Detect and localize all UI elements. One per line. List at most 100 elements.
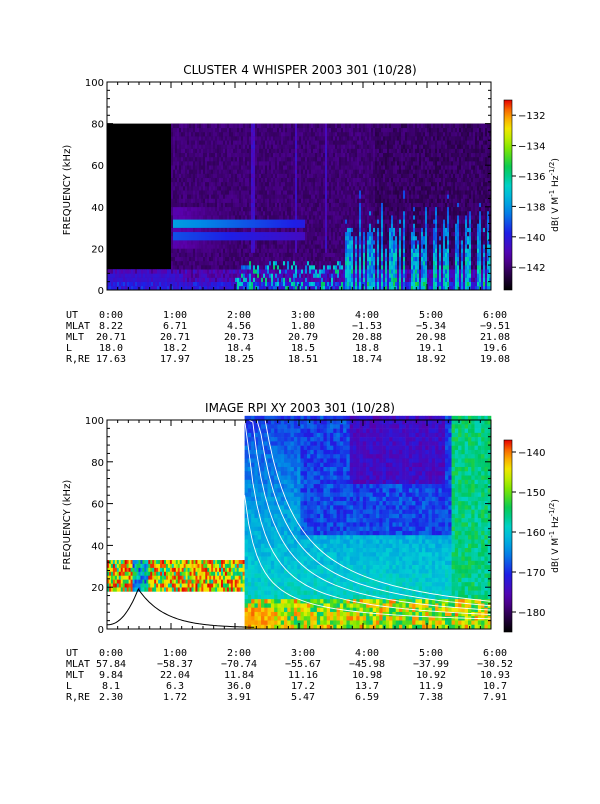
spectrogram-cell [213,123,216,129]
spectrogram-cell [291,161,294,166]
spectrogram-cell [243,227,246,233]
spectrogram-cell [411,240,414,245]
spectrogram-cell [319,156,322,162]
spectrogram-cell [385,131,388,137]
spectrogram-cell [403,194,406,199]
spectrogram-cell [387,190,390,195]
spectrogram-cell [343,169,346,174]
spectrogram-cell [287,165,290,170]
spectrogram-cell [233,161,236,166]
spectrogram-cell [297,186,300,191]
spectrogram-cell [271,194,274,199]
spectrogram-cell [217,248,220,253]
spectrogram-cell [407,227,410,233]
spectrogram-cell [281,223,284,228]
spectrogram-cell [407,144,410,149]
spectrogram-cell [209,265,212,270]
spectrogram-cell [315,173,318,178]
spectrogram-cell [389,223,392,228]
spectrogram-cell [327,156,330,162]
spectrogram-cell [297,181,300,187]
spectrogram-cell [219,269,222,274]
spectrogram-cell [309,140,312,145]
spectrogram-cell [269,265,272,270]
spectrogram-cell [393,202,396,208]
spectrogram-cell [201,156,204,162]
spectrogram-cell [267,215,270,220]
spectrogram-cell [307,152,310,158]
spectrogram-cell [355,127,358,133]
spectrogram-cell [327,198,330,203]
spectrogram-cell [381,127,384,133]
spectrogram-cell [319,244,322,249]
spectrogram-cell [391,206,394,212]
spectrogram-cell [335,277,338,282]
spectrogram-cell [397,269,400,274]
spectrogram-cell [313,190,316,195]
spectrogram-cell [233,198,236,203]
spectrogram-cell [283,181,286,187]
spectrogram-cell [187,202,190,208]
spectrogram-cell [275,152,278,158]
spectrogram-cell [233,194,236,199]
spectrogram-cell [397,273,400,278]
spectrogram-cell [229,281,232,287]
spectrogram-cell [331,223,334,228]
spectrogram-cell [171,285,174,291]
spectrogram-cell [265,235,268,241]
spectrogram-cell [173,169,176,174]
spectrogram-cell [359,269,362,274]
spectrogram-cell [171,173,174,178]
spectrogram-cell [337,136,340,141]
spectrogram-cell [357,169,360,174]
spectrogram-cell [349,148,352,154]
spectrogram-cell [325,202,328,208]
spectrogram-cell [261,152,264,158]
spectrogram-cell [329,252,332,258]
spectrogram-cell [107,285,110,291]
spectrogram-cell [209,223,212,228]
spectrogram-cell [221,131,224,137]
spectrogram-cell [365,248,368,253]
spectrogram-cell [171,152,174,158]
spectrogram-cell [215,169,218,174]
spectrogram-cell [201,281,204,287]
spectrogram-cell [399,198,402,203]
spectrogram-cell [241,260,244,266]
spectrogram-cell [205,248,208,253]
spectrogram-cell [191,219,194,224]
spectrogram-cell [183,227,186,233]
spectrogram-cell [259,227,262,233]
spectrogram-cell [205,169,208,174]
spectrogram-cell [375,161,378,166]
spectrogram-cell [333,177,336,183]
spectrogram-cell [353,140,356,145]
spectrogram-cell [343,186,346,191]
spectrogram-cell [241,127,244,133]
spectrogram-cell [193,186,196,191]
spectrogram-cell [199,269,202,274]
spectrogram-cell [227,219,230,224]
spectrogram-cell [285,148,288,154]
spectrogram-cell [407,202,410,208]
spectrogram-cell [369,156,372,162]
spectrogram-cell [177,140,180,145]
spectrogram-cell [287,194,290,199]
spectrogram-cell [205,206,208,212]
spectrogram-cell [299,248,302,253]
spectrogram-cell [327,231,330,237]
spectrogram-cell [267,181,270,187]
spectrogram-cell [273,177,276,183]
spectrogram-cell [355,210,358,216]
spectrogram-cell [387,140,390,145]
spectrogram-cell [371,206,374,212]
spectrogram-cell [213,136,216,141]
spectrogram-cell [343,252,346,258]
spectrogram-cell [289,140,292,145]
spectrogram-cell [349,248,352,253]
spectrogram-cell [185,265,188,270]
spectrogram-cell [309,165,312,170]
spectrogram-cell [179,161,182,166]
spectrogram-cell [161,269,164,274]
spectrogram-cell [257,265,260,270]
